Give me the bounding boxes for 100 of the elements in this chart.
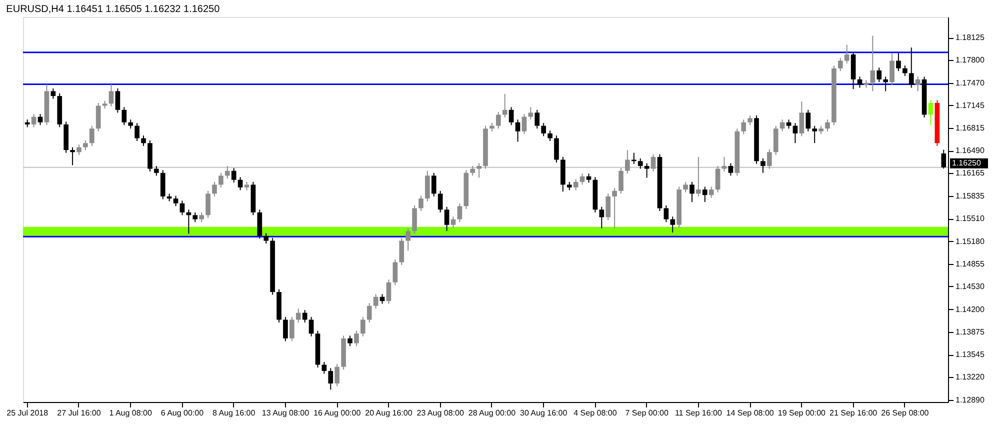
chart-title: EURUSD,H4 1.16451 1.16505 1.16232 1.16250 [6,4,220,15]
candlestick [38,114,43,126]
candlestick [670,216,676,233]
candlestick [173,195,178,207]
candlestick [141,135,146,146]
candlestick [444,206,450,232]
candlestick [50,88,56,100]
candlestick [257,209,262,240]
ref-line-label: 1.16250 [952,158,982,168]
candlestick [199,212,204,223]
candlestick [599,206,604,229]
candlestick [896,52,901,72]
candlestick [908,47,914,88]
candlestick [638,158,643,170]
candlestick [238,176,243,191]
candlestick [308,316,314,337]
candlestick [502,93,508,118]
y-tick-label: 1.14530 [956,282,985,291]
x-tick-label: 8 Aug 16:00 [212,408,256,418]
x-tick-label: 14 Sep 08:00 [726,408,774,418]
x-tick-label: 1 Aug 08:00 [109,408,152,418]
candlestick [366,302,372,323]
x-tick-label: 26 Sep 08:00 [881,408,930,418]
candlestick [741,119,746,135]
candlestick [108,84,114,107]
candlestick [876,67,882,83]
candlestick [760,158,766,174]
candlestick [928,100,934,126]
candlestick [902,65,908,76]
x-tick-label: 7 Sep 00:00 [625,408,669,418]
candlestick [328,368,334,390]
candlestick [799,101,804,137]
y-tick-label: 1.14200 [956,304,985,314]
y-tick-label: 1.14855 [956,259,985,268]
x-tick-label: 21 Sep 16:00 [830,408,878,418]
candlestick [857,76,862,88]
candlestick [206,190,210,218]
x-tick-label: 19 Sep 00:00 [778,408,826,418]
candlestick [767,148,772,170]
candlestick [457,202,462,223]
x-tick-label: 6 Aug 00:00 [160,408,204,418]
candlestick [554,135,559,164]
candlestick [31,114,36,128]
candlestick [122,106,127,126]
candlestick [264,232,269,244]
y-tick-label: 1.18125 [956,33,985,42]
x-tick-label: 13 Aug 08:00 [262,408,310,418]
x-tick-label: 28 Aug 00:00 [468,408,516,418]
candlestick [625,150,630,174]
candlestick [883,76,888,92]
candlestick [450,216,456,228]
candlestick [334,364,340,387]
candlestick [418,195,424,212]
candlestick [728,162,734,176]
candlestick [231,168,236,184]
x-tick-label: 23 Aug 08:00 [416,408,464,418]
candlestick [838,57,843,72]
candlestick [70,146,75,166]
y-tick-label: 1.17470 [956,78,985,88]
candlestick [290,316,294,342]
candlestick [664,204,669,223]
candlestick [128,119,134,130]
x-tick-label: 27 Jul 16:00 [57,408,102,418]
candlestick [380,294,385,304]
x-tick-label: 16 Aug 00:00 [314,408,362,418]
candlestick [586,173,592,184]
candlestick [373,294,378,310]
x-tick-label: 4 Sep 08:00 [574,408,618,418]
candlestick [386,279,392,304]
candlestick [548,130,552,142]
y-tick-label: 1.12890 [956,396,985,405]
y-tick-label: 1.13545 [956,350,985,360]
candlestick [508,106,514,126]
candlestick [412,204,417,234]
candlestick [890,52,894,86]
x-tick-label: 25 Jul 2018 [6,408,49,418]
candlestick [792,122,798,144]
candlestick [89,125,94,146]
y-tick-label: 1.15835 [956,192,985,201]
x-tick-label: 20 Aug 16:00 [365,408,413,418]
candlestick [218,172,224,188]
candlestick [515,119,520,142]
y-tick-label: 1.16815 [956,124,985,133]
candlestick [399,238,404,266]
candlestick [496,111,501,130]
x-tick-label: 11 Sep 16:00 [674,408,722,418]
candlestick [708,186,714,198]
candlestick [425,170,430,202]
candlestick [360,316,366,337]
candlestick [283,316,288,342]
candlestick [83,140,88,151]
candlestick [296,308,301,323]
candlestick [631,152,636,164]
candlestick [844,44,850,64]
candlestick [541,122,546,137]
candlestick [683,181,688,193]
candlestick [812,125,818,144]
y-tick-label: 1.16165 [956,168,985,178]
candlestick [534,109,540,130]
candlestick [431,172,436,197]
